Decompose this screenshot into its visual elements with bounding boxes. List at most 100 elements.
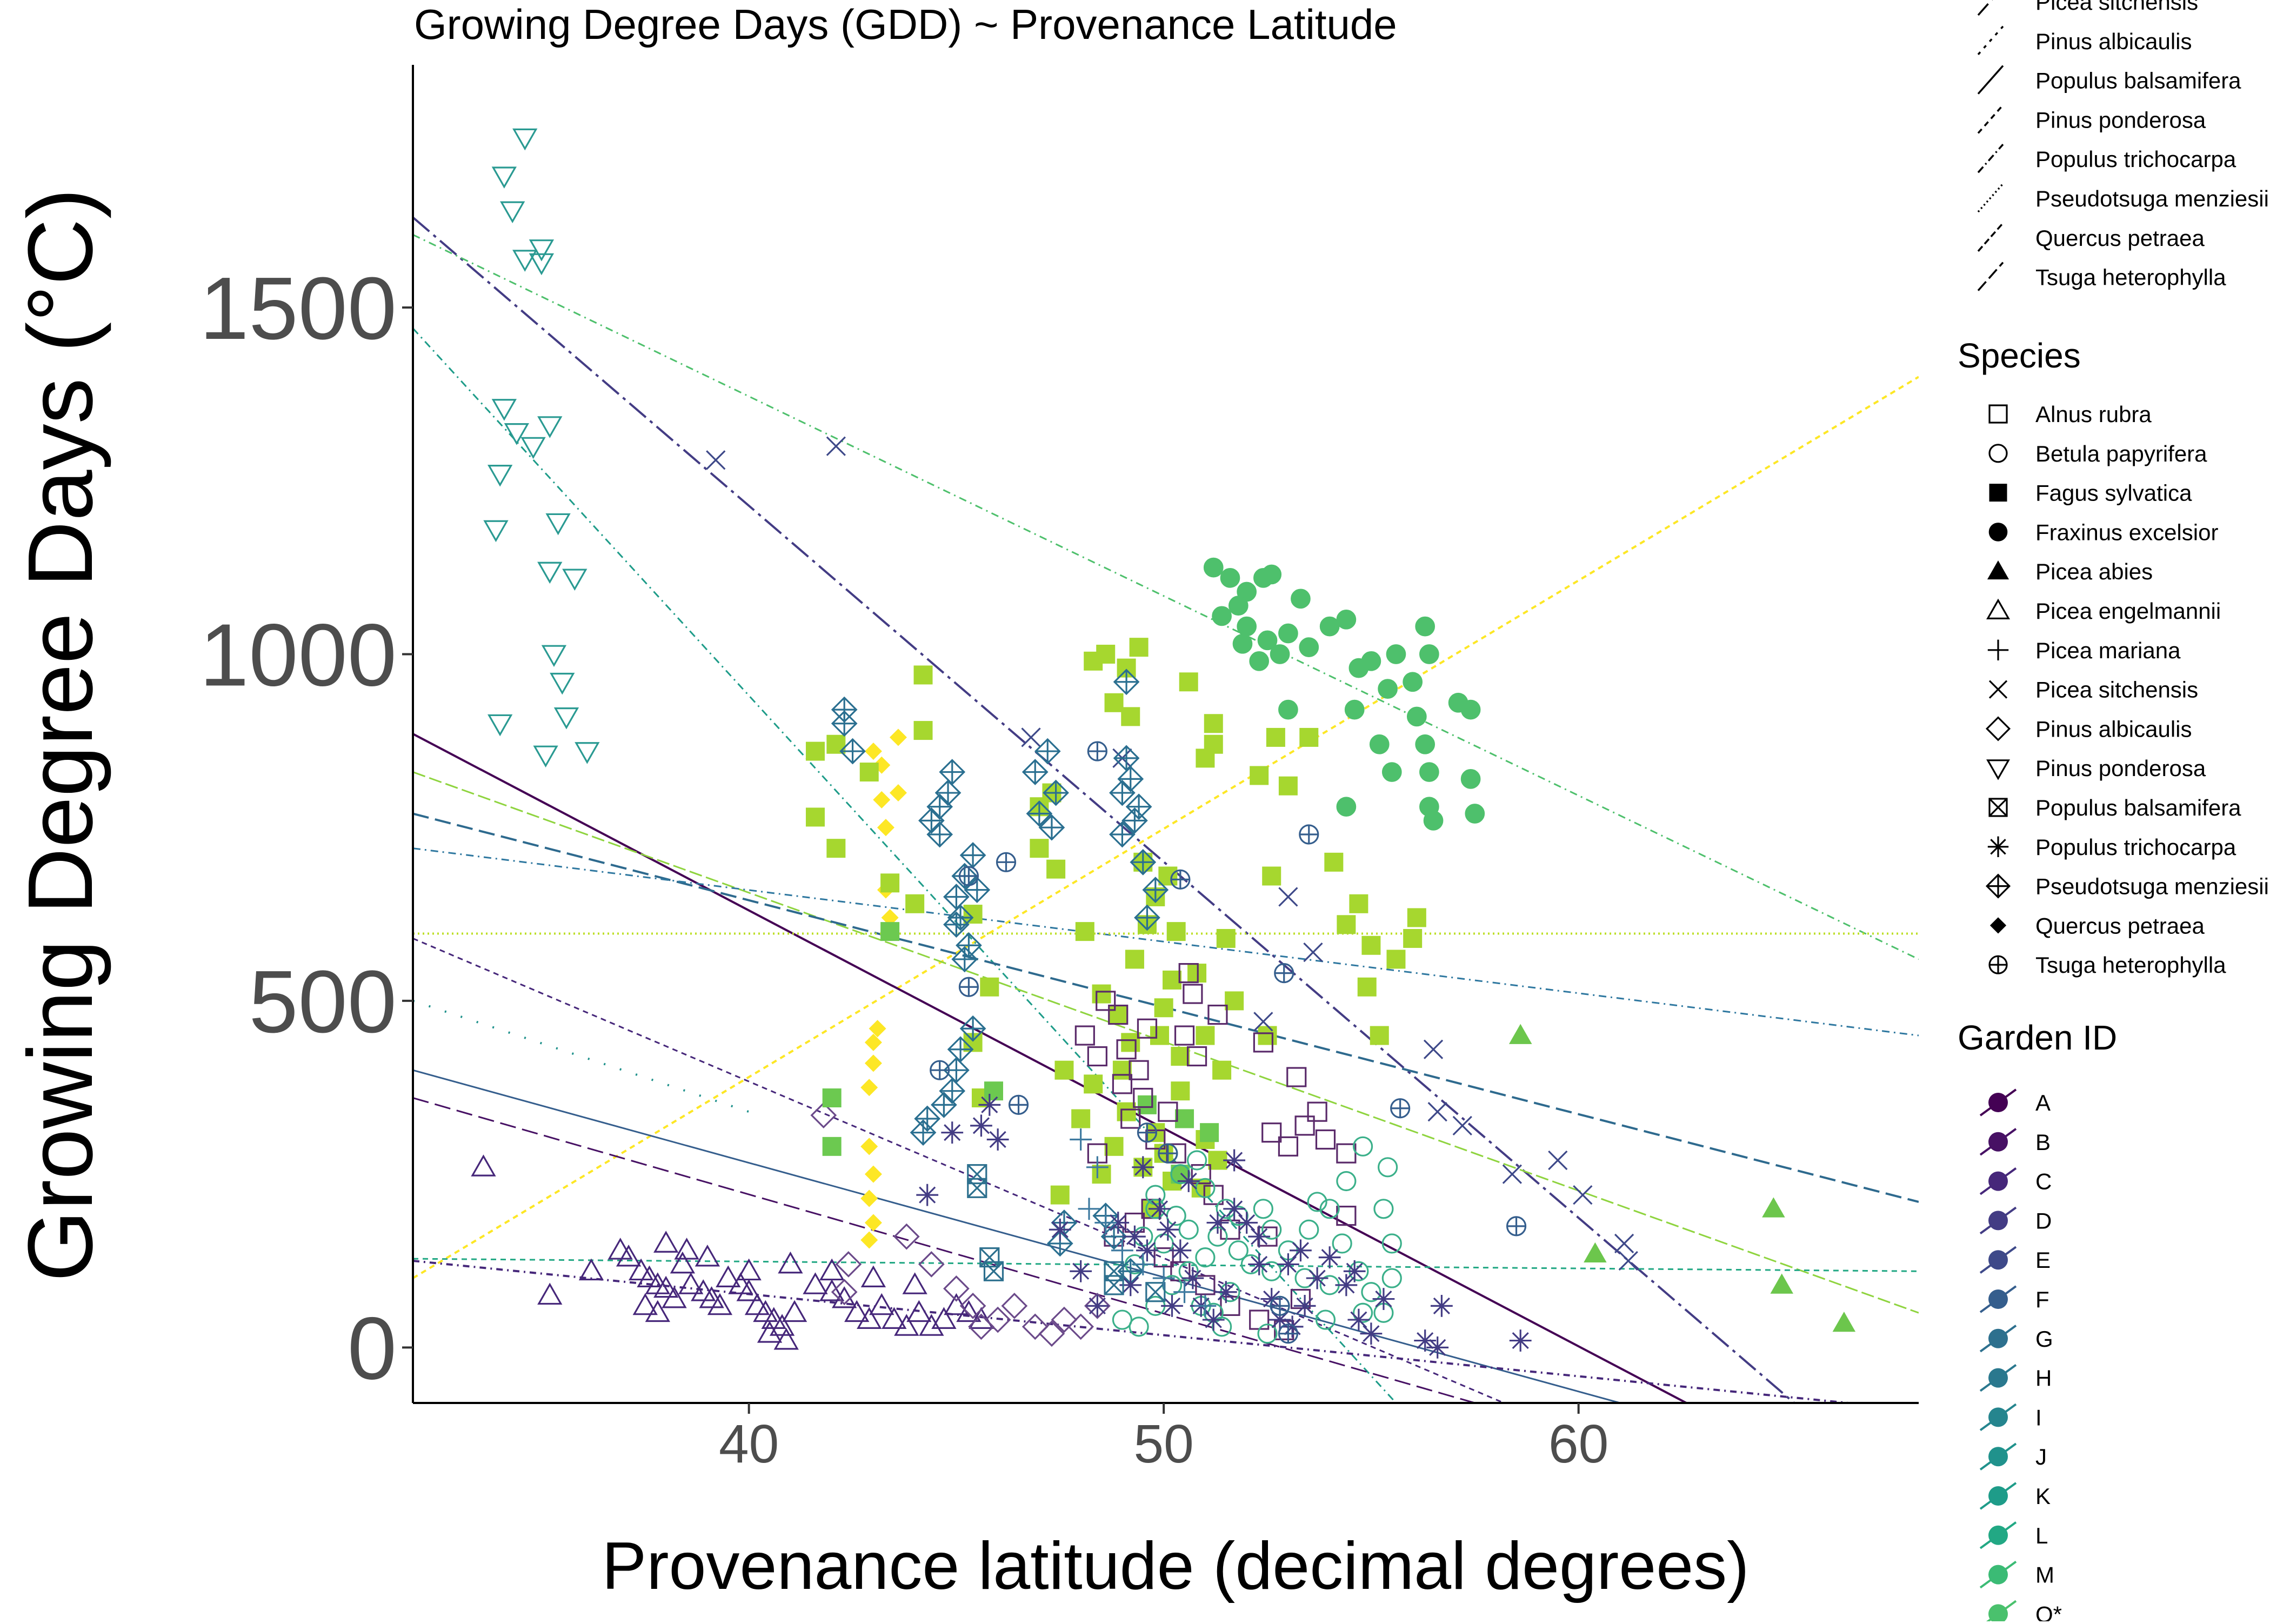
data-point [1381, 1268, 1402, 1288]
data-point [1361, 935, 1381, 955]
data-point [1154, 998, 1173, 1018]
data-point [889, 784, 907, 802]
data-point [1286, 1067, 1307, 1087]
data-point [860, 1265, 886, 1287]
legend-species-item: Fagus sylvatica [1989, 480, 2192, 506]
data-point [939, 759, 966, 785]
data-point [1206, 1212, 1229, 1234]
data-point [1460, 769, 1481, 789]
data-point [978, 1093, 1001, 1116]
data-point [1137, 1095, 1157, 1114]
data-point [958, 977, 979, 997]
data-point [1332, 1233, 1352, 1254]
data-point [1307, 1192, 1327, 1212]
data-point [959, 1293, 986, 1319]
data-point [913, 721, 933, 740]
legend-species-label: Populus balsamifera [2035, 795, 2241, 820]
data-point [983, 1261, 1004, 1281]
series-pinus-albicaulis-garden-c [810, 1102, 1111, 1347]
legend-linetype-item: Pinus albicaulis [1977, 25, 2192, 55]
data-point [1419, 644, 1439, 664]
data-point [1427, 1102, 1447, 1122]
trendline-garden-w [413, 376, 1919, 1279]
data-point [1181, 1267, 1204, 1289]
data-point [819, 1279, 845, 1301]
data-point [1278, 1136, 1299, 1157]
legend-garden-label: L [2035, 1523, 2048, 1548]
legend-garden-item: E [1979, 1246, 2051, 1274]
data-point [1762, 1197, 1785, 1218]
data-point [678, 1272, 704, 1294]
data-point [951, 946, 978, 973]
data-point [1306, 1267, 1328, 1289]
data-point [931, 1091, 957, 1118]
data-point [1084, 1293, 1111, 1319]
legend-shape-key [1986, 759, 2010, 780]
legend-line-swatch [1977, 262, 2004, 291]
series-pseudotsuga-menziesii-garden-h [831, 669, 1169, 1285]
legend-garden-label: C [2035, 1169, 2052, 1194]
legend-linetype-item: Quercus petraea [1977, 222, 2205, 252]
data-point [1248, 1225, 1271, 1248]
data-point [1133, 1087, 1153, 1108]
legend-garden-dot [1988, 1250, 2008, 1270]
data-point [520, 437, 546, 459]
data-point [1121, 1033, 1140, 1052]
legend-species-label: Quercus petraea [2035, 913, 2205, 938]
legend-garden-label: G [2035, 1326, 2053, 1352]
data-point [545, 513, 571, 536]
data-point [869, 1020, 886, 1038]
data-point [1021, 727, 1041, 747]
legend-linetype-label: Pinus albicaulis [2035, 29, 2192, 54]
data-point [1378, 1157, 1398, 1178]
data-point [553, 707, 579, 730]
data-point [1225, 991, 1244, 1011]
data-point [1303, 942, 1323, 963]
data-point [1207, 1004, 1228, 1025]
legend-line-swatch [1977, 0, 1993, 16]
data-point [984, 1306, 1011, 1333]
series-picea-engelmannii-garden-c [471, 1154, 994, 1350]
data-point [1248, 1253, 1271, 1275]
data-point [835, 1251, 862, 1278]
data-point [869, 1293, 894, 1315]
data-point [761, 1307, 786, 1329]
data-point [1249, 1309, 1270, 1330]
legend-garden-dot [1988, 1289, 2008, 1309]
data-point [504, 423, 530, 445]
data-point [488, 465, 513, 487]
legend-garden-item: M [1979, 1560, 2054, 1589]
data-point [1104, 693, 1124, 712]
data-point [1129, 1060, 1149, 1080]
data-point [1270, 644, 1290, 664]
x-tick-label: 50 [1134, 1414, 1194, 1474]
data-point [1001, 1293, 1028, 1319]
series-picea-sitchensis-garden-e [706, 436, 1638, 1271]
data-point [1186, 1150, 1207, 1171]
y-tick-label: 0 [348, 1299, 397, 1398]
legend-species-label: Pinus ponderosa [2035, 756, 2206, 781]
data-point [1096, 644, 1116, 664]
legend-garden-item: B [1979, 1128, 2051, 1156]
data-point [1378, 679, 1398, 699]
data-point [529, 253, 555, 276]
data-point [1337, 915, 1356, 934]
data-point [1183, 984, 1203, 1004]
data-point [1112, 1074, 1133, 1094]
data-point [910, 1119, 937, 1146]
data-point [1170, 869, 1191, 890]
data-point [1074, 1025, 1095, 1046]
data-point [1026, 800, 1053, 827]
data-point [1051, 1209, 1078, 1236]
data-point [616, 1244, 642, 1267]
data-point [1169, 1239, 1192, 1262]
data-point [757, 1321, 783, 1343]
data-point [889, 729, 907, 746]
data-point [1111, 1239, 1133, 1262]
data-point [1299, 1219, 1319, 1240]
series-pinus-ponderosa-garden-t [483, 128, 600, 768]
legend-garden-dot [1988, 1407, 2008, 1427]
trendline-layer [413, 216, 1919, 1403]
data-point [1253, 1012, 1273, 1032]
